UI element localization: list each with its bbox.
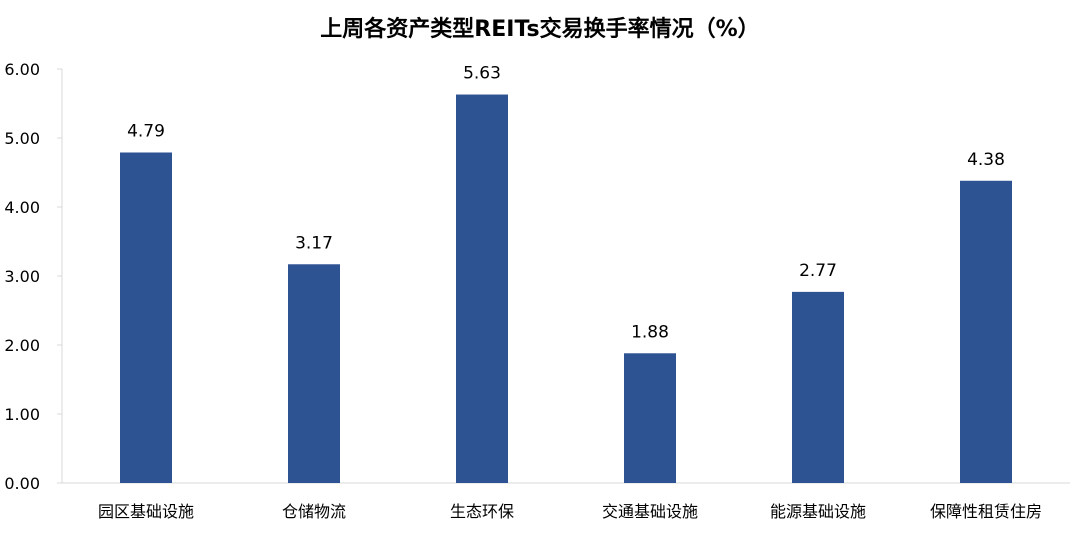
bar <box>288 264 340 483</box>
category-labels: 园区基础设施 仓储物流 生态环保 交通基础设施 能源基础设施 保障性租赁住房 <box>98 502 1042 521</box>
data-labels: 4.79 3.17 5.63 1.88 2.77 4.38 <box>127 64 1005 343</box>
x-category-label: 保障性租赁住房 <box>930 502 1042 521</box>
y-tick-label: 3.00 <box>4 267 40 286</box>
data-label: 3.17 <box>295 233 333 253</box>
x-category-label: 交通基础设施 <box>602 502 698 521</box>
bar <box>792 291 844 483</box>
y-tick-label: 4.00 <box>4 198 40 217</box>
y-tick-label: 2.00 <box>4 336 40 355</box>
data-label: 2.77 <box>799 261 837 281</box>
bar <box>456 94 508 483</box>
bar <box>120 152 172 484</box>
x-category-label: 园区基础设施 <box>98 502 194 521</box>
y-tick-label: 5.00 <box>4 129 40 148</box>
x-category-label: 仓储物流 <box>282 502 346 521</box>
y-tick-label: 6.00 <box>4 60 40 79</box>
data-label: 4.38 <box>967 150 1005 170</box>
x-category-label: 生态环保 <box>450 502 514 521</box>
y-tick-label: 1.00 <box>4 405 40 424</box>
y-tick-label: 0.00 <box>4 474 40 493</box>
chart-title: 上周各资产类型REITs交易换手率情况（%） <box>320 16 759 42</box>
data-label: 1.88 <box>631 322 669 342</box>
data-label: 4.79 <box>127 121 165 141</box>
bar <box>624 353 676 483</box>
bar <box>960 180 1012 483</box>
bars <box>120 94 1012 484</box>
data-label: 5.63 <box>463 64 501 84</box>
x-category-label: 能源基础设施 <box>770 502 866 521</box>
y-axis: 0.00 1.00 2.00 3.00 4.00 5.00 6.00 <box>4 60 63 493</box>
